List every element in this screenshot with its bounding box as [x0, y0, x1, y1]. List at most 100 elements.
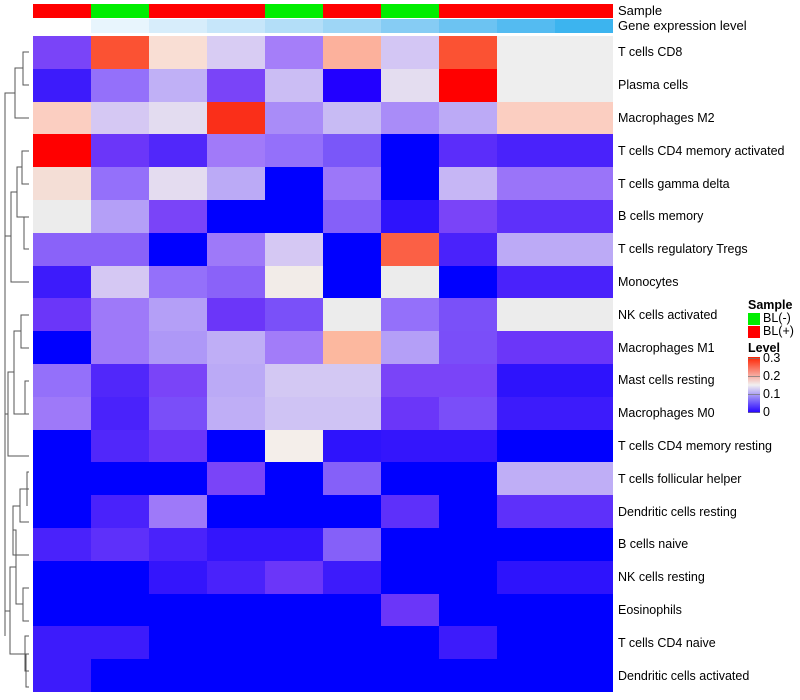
heatmap-cell — [381, 298, 439, 332]
heatmap-cell — [323, 68, 381, 102]
heatmap-cell — [33, 101, 91, 135]
gene-expression-annotation-cell — [323, 19, 381, 33]
heatmap-cell — [91, 396, 149, 430]
heatmap-cell — [381, 659, 439, 692]
heatmap-cell — [265, 331, 323, 364]
row-label: Monocytes — [618, 274, 679, 289]
heatmap-cell — [555, 495, 613, 528]
heatmap-cell — [439, 331, 497, 364]
heatmap-cell — [91, 429, 149, 463]
heatmap-cell — [555, 560, 613, 594]
heatmap-cell — [149, 298, 207, 332]
heatmap-cell — [207, 659, 265, 692]
heatmap-cell — [91, 593, 149, 627]
heatmap-cell — [555, 68, 613, 102]
heatmap-cell — [323, 298, 381, 332]
heatmap-cell — [265, 593, 323, 627]
heatmap-cell — [265, 527, 323, 561]
level-tick-label: 0.1 — [763, 387, 781, 401]
sample-annotation-strip — [33, 4, 613, 18]
heatmap-cell — [265, 396, 323, 430]
heatmap-cell — [381, 396, 439, 430]
heatmap-cell — [323, 495, 381, 528]
heatmap-cell — [33, 199, 91, 233]
legend-panel: Sample BL(-) BL(+) Level 0.3 0.2 0.1 0 — [748, 298, 800, 419]
heatmap-cell — [497, 495, 555, 528]
heatmap-cell — [323, 134, 381, 168]
heatmap-cell — [381, 560, 439, 594]
heatmap-cell — [439, 363, 497, 397]
heatmap-cell — [497, 167, 555, 200]
sample-annotation-cell — [91, 4, 149, 18]
heatmap-cell — [497, 68, 555, 102]
heatmap-cell — [91, 659, 149, 692]
heatmap-cell — [149, 560, 207, 594]
heatmap-cell — [323, 593, 381, 627]
legend-sample-entries: BL(-) BL(+) — [748, 312, 800, 338]
heatmap-cell — [381, 363, 439, 397]
heatmap-cell — [207, 331, 265, 364]
heatmap-cell — [555, 36, 613, 69]
row-label: Dendritic cells activated — [618, 668, 750, 683]
heatmap-cell — [439, 36, 497, 69]
heatmap-cell — [91, 232, 149, 266]
heatmap-cell — [265, 429, 323, 463]
heatmap-cell — [381, 68, 439, 102]
row-label: Macrophages M1 — [618, 340, 715, 355]
row-dendrogram — [4, 51, 29, 688]
heatmap-cell — [33, 232, 91, 266]
gene-expression-annotation-cell — [33, 19, 91, 33]
heatmap-cell — [497, 199, 555, 233]
heatmap-cell — [497, 560, 555, 594]
heatmap-cell — [497, 527, 555, 561]
heatmap-cell — [555, 167, 613, 200]
gene-expression-annotation-label: Gene expression level — [618, 18, 747, 33]
heatmap-cell — [265, 659, 323, 692]
heatmap-cell — [323, 396, 381, 430]
heatmap-cell — [149, 396, 207, 430]
heatmap-cell — [33, 134, 91, 168]
heatmap-cell — [497, 265, 555, 299]
heatmap-cell — [497, 331, 555, 364]
heatmap-cell — [207, 36, 265, 69]
heatmap-cell — [91, 495, 149, 528]
heatmap-cell — [439, 396, 497, 430]
row-label: Eosinophils — [618, 602, 682, 617]
heatmap-cell — [207, 495, 265, 528]
heatmap-cell — [33, 593, 91, 627]
heatmap-cell — [33, 68, 91, 102]
legend-sample-entry: BL(-) — [748, 312, 800, 325]
heatmap-cell — [555, 363, 613, 397]
heatmap-cell — [207, 232, 265, 266]
heatmap-cell — [555, 134, 613, 168]
heatmap-cell — [265, 298, 323, 332]
sample-annotation-cell — [381, 4, 439, 18]
level-colorbar — [748, 357, 760, 413]
heatmap-cell — [33, 560, 91, 594]
heatmap-cell — [555, 101, 613, 135]
heatmap-cell — [439, 68, 497, 102]
heatmap-cell — [439, 167, 497, 200]
heatmap-cell — [207, 560, 265, 594]
legend-swatch — [748, 312, 760, 325]
gene-expression-annotation-cell — [381, 19, 439, 33]
heatmap-cell — [149, 199, 207, 233]
heatmap-cell — [439, 495, 497, 528]
heatmap-cell — [33, 36, 91, 69]
sample-annotation-cell — [439, 4, 497, 18]
level-colorbar-ticks: 0.3 0.2 0.1 0 — [763, 352, 799, 419]
heatmap-cell — [265, 101, 323, 135]
heatmap-cell — [381, 626, 439, 660]
heatmap-cell — [149, 265, 207, 299]
heatmap-cell — [207, 265, 265, 299]
heatmap-cell — [381, 232, 439, 266]
row-label: T cells CD4 memory resting — [618, 438, 772, 453]
heatmap-cell — [323, 199, 381, 233]
row-label: Macrophages M0 — [618, 406, 715, 421]
heatmap-cell — [149, 626, 207, 660]
heatmap-cell — [207, 593, 265, 627]
row-label: Mast cells resting — [618, 373, 715, 388]
heatmap-cell — [149, 36, 207, 69]
heatmap-cell — [323, 462, 381, 496]
heatmap-cell — [33, 626, 91, 660]
